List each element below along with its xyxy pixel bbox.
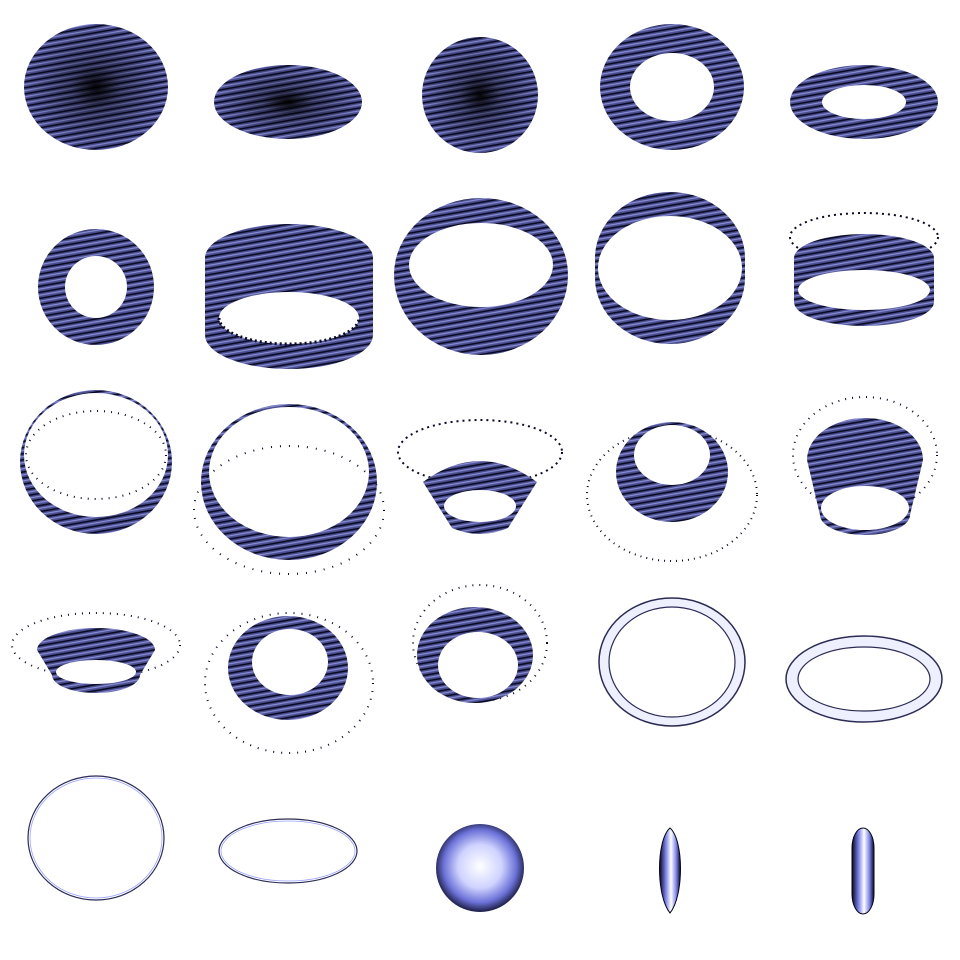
textured-deep-cup: [412, 584, 548, 703]
textured-shallow-cup: [11, 612, 181, 693]
textured-disc-small: [422, 37, 538, 153]
textured-disc: [24, 24, 168, 150]
textured-tapered-band: [394, 198, 568, 355]
smooth-ring: [598, 597, 746, 727]
textured-flat-disc: [214, 65, 362, 139]
textured-annulus: [600, 24, 744, 150]
textured-ring-band: [193, 404, 385, 575]
textured-wide-band: [595, 192, 745, 344]
smooth-flat-ring: [785, 635, 943, 723]
textured-cup: [397, 419, 563, 534]
shaded-capsule: [851, 827, 875, 915]
textured-bowl-ring: [204, 612, 374, 754]
textured-thin-band: [20, 390, 172, 534]
shaded-sphere: [436, 824, 524, 912]
shaded-spindle: [659, 827, 681, 914]
textured-annulus-small: [38, 229, 154, 345]
textured-flat-annulus: [790, 65, 938, 139]
thin-ellipse-outline: [27, 775, 165, 901]
textured-deep-bowl: [792, 396, 938, 535]
textured-cylinder-band: [205, 224, 373, 369]
textured-bowl: [586, 422, 758, 562]
thin-flat-ellipse-outline: [218, 818, 358, 884]
textured-band-with-dotted-rim: [789, 212, 939, 326]
